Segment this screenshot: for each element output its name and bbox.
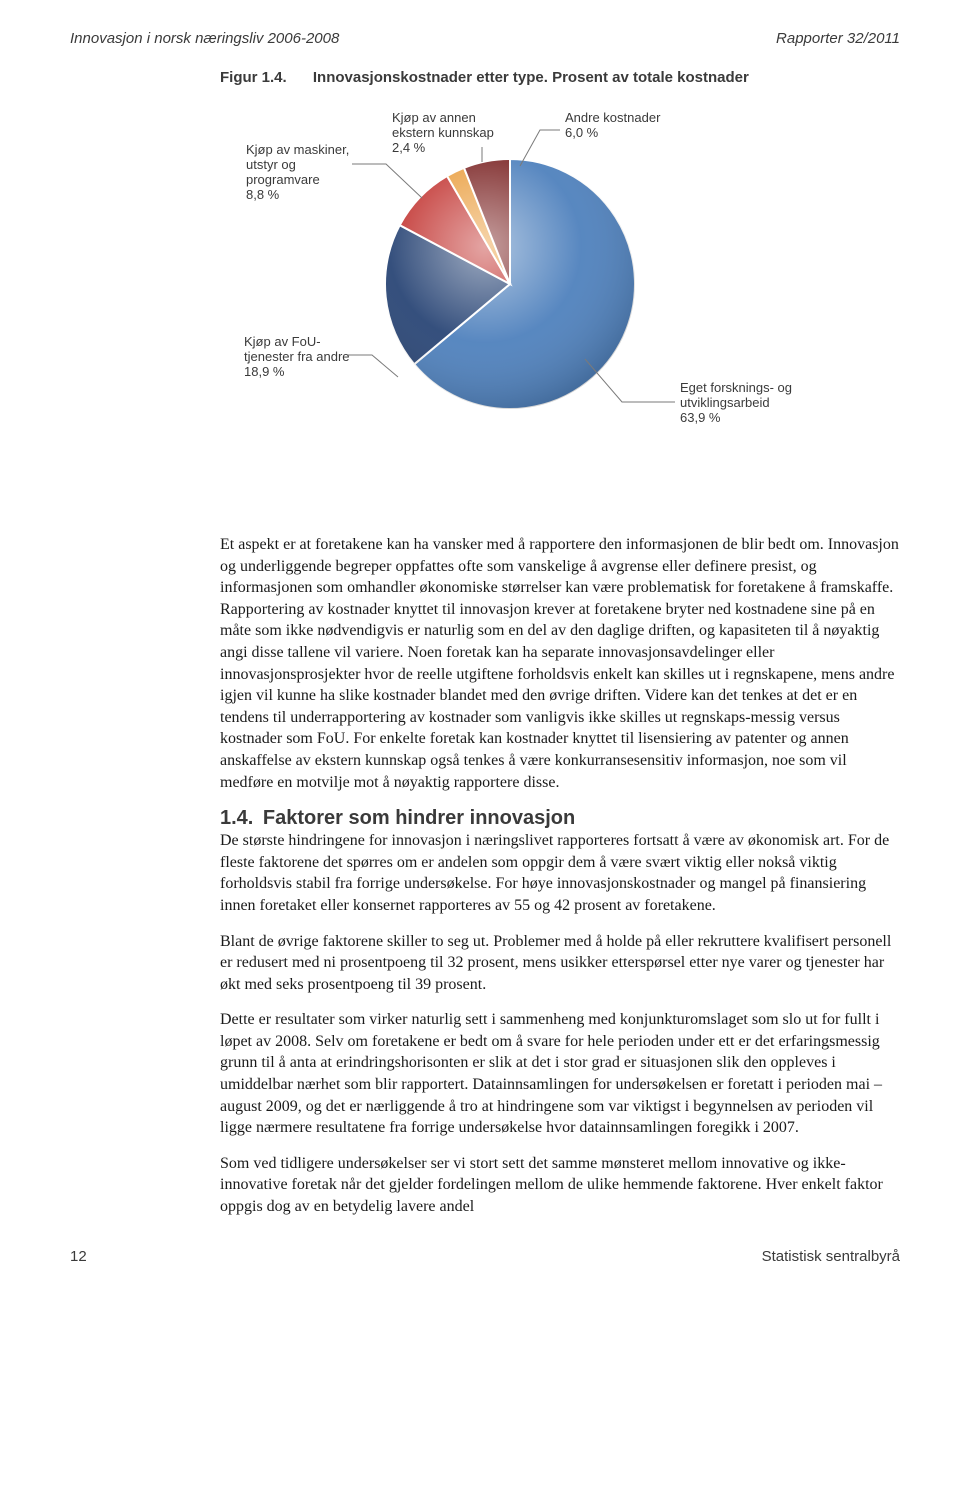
pie-label: 2,4 % [392, 140, 426, 155]
pie-label: 8,8 % [246, 187, 280, 202]
figure-desc: Innovasjonskostnader etter type. Prosent… [313, 69, 749, 86]
paragraph-3: Blant de øvrige faktorene skiller to seg… [220, 931, 900, 996]
pie-label: Kjøp av annen [392, 110, 476, 125]
pie-label: 63,9 % [680, 410, 721, 425]
heading-title: Faktorer som hindrer innovasjon [263, 807, 575, 829]
paragraph-2: De største hindringene for innovasjon i … [220, 830, 900, 916]
pie-label: 18,9 % [244, 364, 285, 379]
paragraph-5: Som ved tidligere undersøkelser ser vi s… [220, 1153, 900, 1218]
paragraph-4: Dette er resultater som virker naturlig … [220, 1009, 900, 1139]
pie-label: utviklingsarbeid [680, 395, 770, 410]
section-heading: 1.4. Faktorer som hindrer innovasjon [220, 807, 900, 830]
pie-label: programvare [246, 172, 320, 187]
pie-label: Kjøp av maskiner, [246, 142, 349, 157]
pie-label: utstyr og [246, 157, 296, 172]
heading-num: 1.4. [220, 807, 253, 829]
header-right: Rapporter 32/2011 [776, 30, 900, 47]
footer-source: Statistisk sentralbyrå [762, 1248, 900, 1265]
figure-lead: Figur 1.4. [220, 69, 287, 86]
page-number: 12 [70, 1248, 87, 1265]
pie-label: 6,0 % [565, 125, 599, 140]
pie-label: Kjøp av FoU- [244, 334, 321, 349]
pie-label: Andre kostnader [565, 110, 661, 125]
header-left: Innovasjon i norsk næringsliv 2006-2008 [70, 30, 339, 47]
figure-caption: Figur 1.4. Innovasjonskostnader etter ty… [220, 69, 900, 86]
pie-label: Eget forsknings- og [680, 380, 792, 395]
paragraph-1: Et aspekt er at foretakene kan ha vanske… [220, 534, 900, 793]
pie-chart: Eget forsknings- ogutviklingsarbeid63,9 … [220, 94, 840, 504]
pie-label: ekstern kunnskap [392, 125, 494, 140]
pie-label: tjenester fra andre [244, 349, 350, 364]
